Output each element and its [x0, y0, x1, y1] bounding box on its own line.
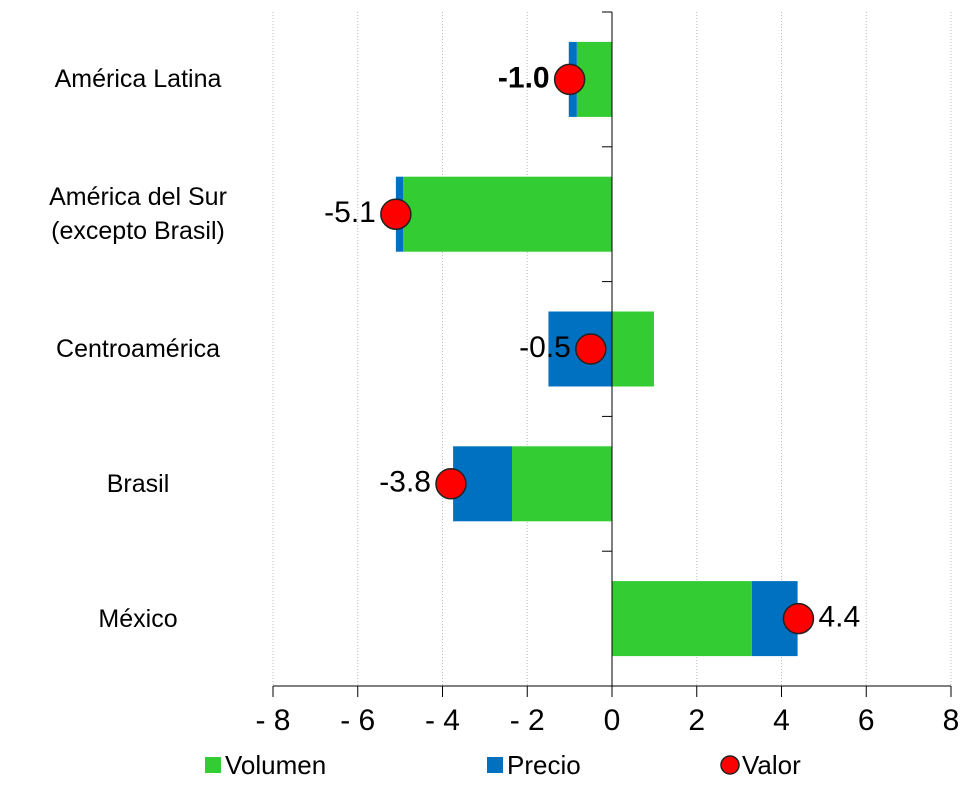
category-label: América Latina	[54, 65, 222, 94]
bar	[403, 176, 612, 252]
value-dot	[435, 468, 467, 500]
value-label: -0.5	[519, 331, 571, 364]
x-tick-label: 0	[604, 704, 621, 737]
category-label: Centroamérica	[56, 335, 220, 363]
legend-label: Volumen	[225, 750, 326, 780]
legend-swatch	[205, 757, 221, 773]
legend-swatch	[487, 757, 503, 773]
x-tick-label: - 2	[510, 704, 545, 737]
category-label: México	[98, 604, 178, 633]
value-dot	[553, 63, 586, 96]
bar	[511, 446, 612, 522]
x-tick-label: - 8	[255, 704, 290, 737]
category-label: América del Sur (excepto Brasil)	[49, 183, 227, 246]
x-tick-label: 2	[688, 704, 705, 737]
value-label: -3.8	[379, 466, 431, 499]
x-tick-label: 4	[773, 704, 790, 737]
value-label: -5.1	[324, 196, 376, 229]
value-label: 4.4	[818, 601, 860, 634]
category-label: Brasil	[106, 469, 170, 498]
value-dot	[575, 333, 607, 365]
value-label: -1.0	[498, 61, 550, 94]
x-tick-label: 8	[943, 704, 960, 737]
legend-swatch	[720, 755, 740, 775]
bar	[612, 311, 654, 387]
legend-label: Valor	[742, 750, 801, 780]
x-tick-label: 6	[858, 704, 875, 737]
legend-label: Precio	[507, 750, 581, 780]
value-dot	[380, 198, 412, 230]
x-tick-label: - 4	[425, 704, 460, 737]
x-tick-label: - 6	[340, 704, 375, 737]
value-dot	[782, 602, 815, 635]
bar	[612, 581, 752, 657]
